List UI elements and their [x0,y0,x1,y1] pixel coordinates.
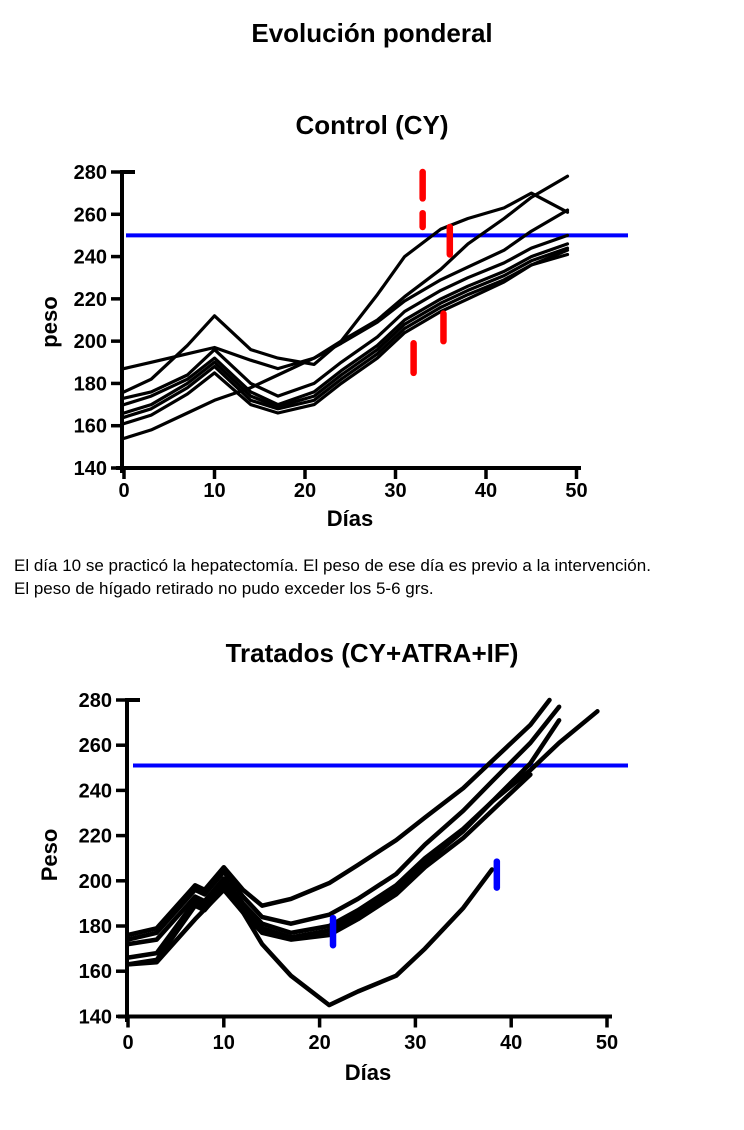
x-tick-label: 30 [404,1032,426,1054]
series-control-rat-4 [122,233,570,400]
axes: 140 160 180 200 220 240 260 280 0 10 20 30 40 50 [74,162,588,502]
treated-chart: 140 160 180 200 220 240 260 280 0 10 20 30 40 50 Días P… [37,690,628,1085]
x-axis-label: Días [345,1060,391,1085]
series-treated-rat-6 [125,772,533,967]
x-tick-label: 50 [565,480,587,502]
x-tick-label: 10 [213,1032,235,1054]
y-tick-label: 140 [74,458,107,480]
figure-note-line-1: El día 10 se practicó la hepatectomía. E… [14,556,651,575]
chart-title-treated: Tratados (CY+ATRA+IF) [225,638,519,668]
series-control-rat-6 [122,246,570,415]
series-control-rat-8 [122,252,570,426]
y-tick-label: 280 [79,690,112,712]
y-tick-label: 220 [74,289,107,311]
series-control-rat-2 [122,191,570,394]
y-tick-label: 220 [79,826,112,848]
axes: 140 160 180 200 220 240 260 280 0 10 20 30 40 50 [79,690,619,1054]
event-marks [410,168,454,377]
x-tick-label: 40 [475,480,497,502]
y-tick-label: 200 [74,331,107,353]
series-control-rat-1 [122,208,570,371]
y-axis-label: Peso [37,829,62,882]
x-tick-label: 30 [384,480,406,502]
series-lines [122,174,570,440]
series-treated-rat-3 [125,704,562,942]
series-treated-rat-5 [125,718,562,960]
y-tick-label: 280 [74,162,107,184]
series-control-rat-7 [122,248,570,419]
x-axis-label: Días [327,506,373,531]
series-treated-rat-1 [125,867,495,1008]
y-tick-label: 180 [74,373,107,395]
y-tick-label: 200 [79,871,112,893]
y-tick-label: 240 [74,247,107,269]
y-tick-label: 240 [79,780,112,802]
y-tick-label: 160 [79,961,112,983]
x-tick-label: 0 [122,1032,133,1054]
event-marks [329,858,501,949]
y-tick-label: 140 [79,1006,112,1028]
x-tick-label: 50 [596,1032,618,1054]
series-control-rat-5 [122,242,570,407]
y-tick-label: 260 [74,204,107,226]
series-treated-rat-2 [125,697,552,938]
x-tick-label: 0 [118,480,129,502]
figure-note: El día 10 se practicó la hepatectomía. E… [14,554,738,600]
series-lines [125,697,600,1008]
y-axis-label: peso [37,296,62,347]
series-control-rat-3 [122,174,570,440]
page-title: Evolución ponderal [251,18,493,48]
x-tick-label: 10 [203,480,225,502]
chart-title-control: Control (CY) [295,110,449,140]
x-tick-label: 20 [308,1032,330,1054]
control-chart: 140 160 180 200 220 240 260 280 0 10 20 30 40 50 Días p… [37,162,628,531]
figure-note-line-2: El peso de hígado retirado no pudo exced… [14,579,434,598]
x-tick-label: 20 [294,480,316,502]
y-tick-label: 180 [79,916,112,938]
y-tick-label: 260 [79,735,112,757]
y-tick-label: 160 [74,416,107,438]
x-tick-label: 40 [500,1032,522,1054]
